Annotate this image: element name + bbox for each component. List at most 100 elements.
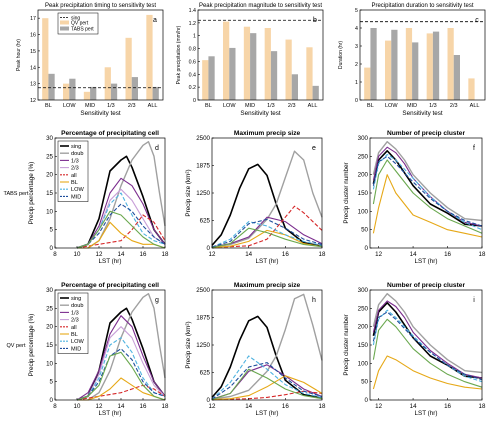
x-tick-label: 2/3 <box>288 103 296 109</box>
legend-label: 2/3 <box>71 318 79 324</box>
x-tick-label: 16 <box>282 403 289 410</box>
x-tick-label: 14 <box>410 403 417 410</box>
bar <box>312 85 319 100</box>
x-axis-label: Sensitivity test <box>402 110 442 117</box>
plot-frame <box>197 9 324 101</box>
x-tick-label: ALL <box>470 103 480 109</box>
bar <box>453 55 460 100</box>
x-tick-label: 18 <box>479 403 486 410</box>
series-line <box>87 141 166 249</box>
x-tick-label: 14 <box>245 251 252 258</box>
series-line <box>76 177 166 249</box>
panel-e: Maximum precip size LST (hr) Precip size (… <box>185 130 326 265</box>
x-tick-label: MID <box>85 103 95 109</box>
y-axis-label: Precip cluster number <box>343 314 350 375</box>
x-tick-label: 12 <box>96 403 103 410</box>
bar <box>412 42 419 100</box>
panel-title: Maximum precip size <box>234 130 301 137</box>
y-tick-label: 100 <box>358 208 369 215</box>
y-tick-label: 12 <box>30 98 36 104</box>
x-tick-label: ALL <box>148 103 158 109</box>
panel-letter: f <box>473 145 475 152</box>
x-axis-label: Sensitivity test <box>240 110 280 117</box>
bar <box>270 51 278 100</box>
row-label: QV pert <box>7 343 26 349</box>
bar <box>152 86 159 100</box>
y-axis-label: Precip cluster number <box>343 162 350 223</box>
x-tick-label: BL <box>367 103 374 109</box>
y-tick-label: 150 <box>358 342 369 349</box>
y-tick-label: 15 <box>30 49 36 55</box>
series-line <box>372 174 483 238</box>
panel-c: Precipitation duration to sensitivity te… <box>338 3 486 117</box>
legend-label: sing <box>71 15 80 21</box>
y-tick-label: 1.2 <box>189 21 196 27</box>
bar <box>69 78 76 100</box>
y-tick-label: 10 <box>46 208 53 215</box>
panel-title: Peak precipitation magnitude to sensitiv… <box>199 3 322 9</box>
bar <box>125 37 132 100</box>
panel-h: Maximum precip size LST (hr) Precip size (… <box>185 282 326 417</box>
y-tick-label: 1 <box>193 34 196 40</box>
x-tick-label: MID <box>407 103 417 109</box>
x-tick-label: 16 <box>282 251 289 258</box>
y-tick-label: 625 <box>200 370 211 377</box>
panel-title: Number of precip cluster <box>387 130 465 137</box>
x-tick-label: 8 <box>53 251 57 258</box>
x-tick-label: 16 <box>140 251 147 258</box>
series-line <box>76 214 166 249</box>
series-line <box>76 351 166 401</box>
y-axis-label: Precip size (km²) <box>185 169 192 216</box>
bar <box>131 77 138 100</box>
y-tick-label: 30 <box>46 135 53 142</box>
series-line <box>76 348 166 401</box>
panel-title: Peak precipitation timing to sensitivity… <box>45 3 156 9</box>
row-label: TABS pert <box>4 191 29 197</box>
legend-label: LOW <box>71 187 84 193</box>
legend-label: 2/3 <box>71 166 79 172</box>
y-tick-label: 0 <box>50 397 54 404</box>
y-tick-label: 200 <box>358 172 369 179</box>
series-line <box>211 368 323 401</box>
panel-letter: g <box>155 297 159 304</box>
panel-i: Number of precip cluster LST (hr) Precip c… <box>343 282 486 417</box>
series-line <box>76 307 166 401</box>
y-tick-label: 3 <box>355 44 358 50</box>
bar <box>405 28 413 100</box>
x-tick-label: BL <box>45 103 52 109</box>
y-tick-label: 14 <box>30 65 36 71</box>
y-tick-label: 1.4 <box>189 8 196 14</box>
y-tick-label: 5 <box>50 227 54 234</box>
series-line <box>87 293 166 401</box>
legend-swatch <box>60 20 69 25</box>
legend-label: QV pert <box>71 20 89 26</box>
series-line <box>211 150 323 248</box>
x-axis-label: LST (hr) <box>99 410 122 417</box>
y-tick-label: 50 <box>361 227 368 234</box>
y-axis-label: Precip percentage (%) <box>28 162 35 225</box>
bar <box>229 47 236 100</box>
bar <box>83 91 91 100</box>
x-tick-label: 10 <box>74 403 81 410</box>
y-tick-label: 16 <box>30 33 36 39</box>
y-tick-label: 100 <box>358 360 369 367</box>
plot-frame <box>369 289 483 401</box>
legend-label: LOW <box>71 339 84 345</box>
y-tick-label: 625 <box>200 218 211 225</box>
y-tick-label: 1875 <box>196 315 210 322</box>
legend-label: doub <box>71 303 83 309</box>
y-tick-label: 10 <box>46 360 53 367</box>
x-tick-label: 8 <box>53 403 57 410</box>
y-tick-label: 1250 <box>196 190 210 197</box>
y-tick-label: 0.2 <box>189 85 196 91</box>
x-tick-label: ALL <box>308 103 318 109</box>
legend-box <box>57 292 89 354</box>
bar <box>447 28 454 100</box>
x-tick-label: 18 <box>162 251 169 258</box>
x-tick-label: 10 <box>74 251 81 258</box>
legend-box <box>57 140 89 202</box>
bar <box>104 67 111 100</box>
legend-label: sing <box>71 144 81 150</box>
legend-label: all <box>71 325 77 331</box>
series-line <box>211 163 323 247</box>
